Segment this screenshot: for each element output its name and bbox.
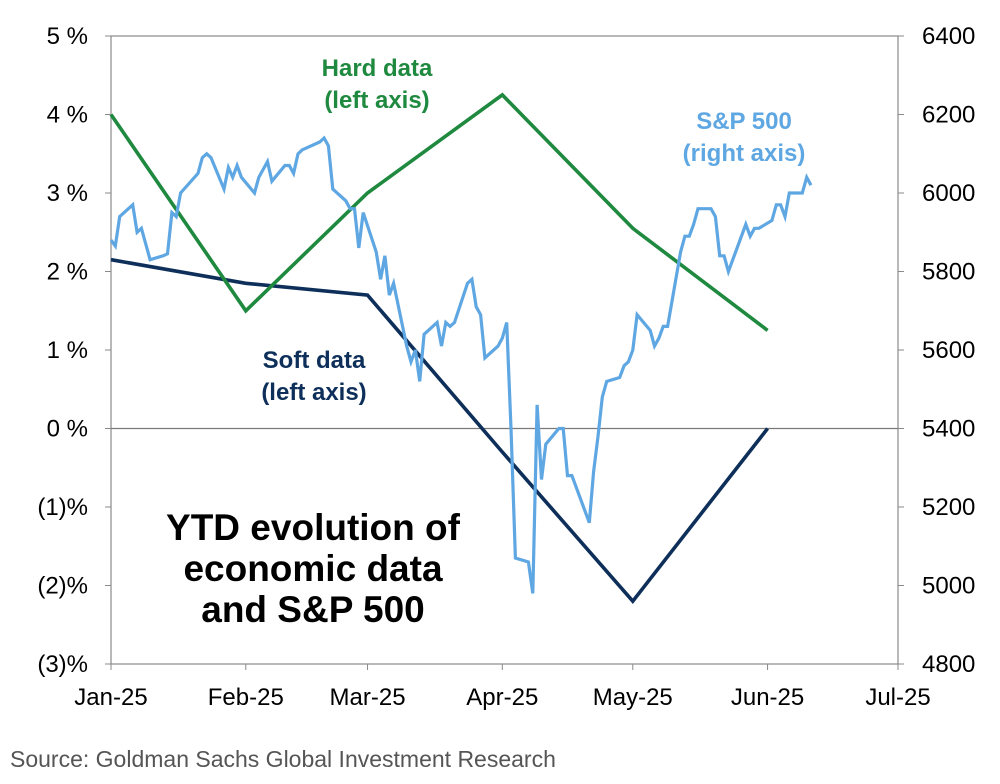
left-tick-label: 2 % <box>47 259 88 286</box>
source-note: Source: Goldman Sachs Global Investment … <box>10 746 556 772</box>
chart-title-line-3: and S&P 500 <box>201 589 424 630</box>
x-axis-ticks: Jan-25 Feb-25 Mar-25 Apr-25 May-25 Jun-25 Jul-… <box>74 664 931 711</box>
right-tick-label: 5800 <box>922 259 975 286</box>
left-tick-label: 4 % <box>47 102 88 129</box>
series-lines <box>109 92 813 605</box>
right-tick-label: 5600 <box>922 337 975 364</box>
right-tick-label: 5200 <box>922 494 975 521</box>
series-labels: Hard data (left axis) Soft data (left axis)… <box>261 55 805 406</box>
left-axis-ticks: 5 % 4 % 3 % 2 % 1 % 0 % (1)% (2)% (3)% <box>37 23 111 678</box>
left-tick-label: (1)% <box>37 494 88 521</box>
right-tick-label: 6200 <box>922 102 975 129</box>
right-tick-label: 6400 <box>922 23 975 50</box>
right-tick-label: 5000 <box>922 573 975 600</box>
right-tick-label: 6000 <box>922 180 975 207</box>
soft-data-label-line-1: Soft data <box>263 347 366 374</box>
x-tick-label: Jan-25 <box>74 684 147 711</box>
left-tick-label: 5 % <box>47 23 88 50</box>
x-tick-label: Feb-25 <box>208 684 284 711</box>
chart-title-line-2: economic data <box>183 548 442 589</box>
hard-data-label-line-2: (left axis) <box>324 87 429 114</box>
hard-data-label-line-1: Hard data <box>322 55 433 82</box>
left-tick-label: 1 % <box>47 337 88 364</box>
left-tick-label: (2)% <box>37 573 88 600</box>
hard-data-line <box>109 92 769 332</box>
sp500-label-line-2: (right axis) <box>683 140 806 167</box>
x-tick-label: Jul-25 <box>865 684 930 711</box>
sp500-label-line-1: S&P 500 <box>696 108 792 135</box>
left-tick-label: (3)% <box>37 651 88 678</box>
right-tick-label: 5400 <box>922 416 975 443</box>
soft-data-label-line-2: (left axis) <box>261 379 366 406</box>
x-tick-label: Jun-25 <box>731 684 804 711</box>
right-axis-ticks: 6400 6200 6000 5800 5600 5400 5200 5000 4800 <box>898 23 975 678</box>
chart-title-line-1: YTD evolution of <box>166 507 461 548</box>
sp500-line <box>109 135 813 594</box>
x-tick-label: Mar-25 <box>330 684 406 711</box>
x-tick-label: May-25 <box>593 684 673 711</box>
left-tick-label: 0 % <box>47 416 88 443</box>
right-tick-label: 4800 <box>922 651 975 678</box>
x-tick-label: Apr-25 <box>466 684 538 711</box>
left-tick-label: 3 % <box>47 180 88 207</box>
